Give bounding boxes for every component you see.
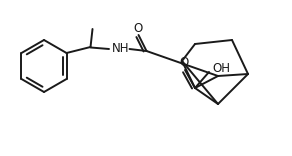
Text: O: O bbox=[179, 56, 189, 70]
Text: OH: OH bbox=[212, 61, 230, 75]
Text: O: O bbox=[133, 22, 142, 34]
Text: NH: NH bbox=[112, 42, 129, 56]
